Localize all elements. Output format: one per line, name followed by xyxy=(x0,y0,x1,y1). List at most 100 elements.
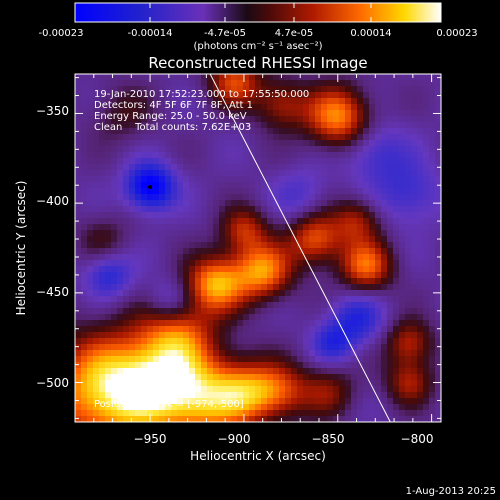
heatmap-cell xyxy=(261,158,268,165)
heatmap-cell xyxy=(381,116,388,123)
heatmap-cell xyxy=(333,122,340,129)
heatmap-cell xyxy=(339,296,346,303)
heatmap-cell xyxy=(165,350,172,357)
heatmap-cell xyxy=(369,212,376,219)
heatmap-cell xyxy=(393,266,400,273)
heatmap-cell xyxy=(345,98,352,105)
heatmap-cell xyxy=(369,368,376,375)
heatmap-cell xyxy=(309,128,316,135)
heatmap-cell xyxy=(315,290,322,297)
heatmap-cell xyxy=(129,284,136,291)
heatmap-cell xyxy=(363,188,370,195)
heatmap-cell xyxy=(345,332,352,339)
heatmap-cell xyxy=(309,320,316,327)
heatmap-cell xyxy=(297,80,304,87)
heatmap-cell xyxy=(255,254,262,261)
heatmap-cell xyxy=(321,314,328,321)
heatmap-cell xyxy=(405,356,412,363)
heatmap-cell xyxy=(207,86,214,93)
heatmap-cell xyxy=(81,338,88,345)
heatmap-cell xyxy=(117,80,124,87)
heatmap-cell xyxy=(321,188,328,195)
heatmap-cell xyxy=(177,278,184,285)
heatmap-cell xyxy=(135,332,142,339)
heatmap-cell xyxy=(195,386,202,393)
heatmap-cell xyxy=(165,344,172,351)
heatmap-cell xyxy=(225,398,232,405)
heatmap-cell xyxy=(81,212,88,219)
heatmap-cell xyxy=(267,176,274,183)
heatmap-cell xyxy=(339,104,346,111)
heatmap-cell xyxy=(417,392,424,399)
heatmap-cell xyxy=(243,146,250,153)
heatmap-cell xyxy=(183,368,190,375)
heatmap-cell xyxy=(225,416,232,422)
heatmap-cell xyxy=(381,140,388,147)
heatmap-cell xyxy=(267,230,274,237)
heatmap-cell xyxy=(273,164,280,171)
heatmap-cell xyxy=(225,80,232,87)
heatmap-cell xyxy=(321,356,328,363)
heatmap-cell xyxy=(135,230,142,237)
heatmap-cell xyxy=(183,302,190,309)
heatmap-cell xyxy=(393,152,400,159)
heatmap-cell xyxy=(207,272,214,279)
heatmap-cell xyxy=(279,254,286,261)
heatmap-cell xyxy=(207,374,214,381)
heatmap-cell xyxy=(93,350,100,357)
heatmap-cell xyxy=(387,146,394,153)
heatmap-cell xyxy=(129,290,136,297)
heatmap-cell xyxy=(231,122,238,129)
heatmap-cell xyxy=(93,242,100,249)
heatmap-cell xyxy=(381,254,388,261)
heatmap-cell xyxy=(93,338,100,345)
heatmap-cell xyxy=(183,152,190,159)
heatmap-cell xyxy=(423,188,430,195)
heatmap-cell xyxy=(303,266,310,273)
heatmap-cell xyxy=(207,140,214,147)
heatmap-cell xyxy=(435,80,441,87)
heatmap-cell xyxy=(81,74,88,81)
heatmap-cell xyxy=(195,254,202,261)
heatmap-cell xyxy=(99,80,106,87)
heatmap-cell xyxy=(405,182,412,189)
heatmap-cell xyxy=(405,164,412,171)
heatmap-cell xyxy=(399,416,406,422)
heatmap-cell xyxy=(387,254,394,261)
heatmap-cell xyxy=(387,296,394,303)
heatmap-cell xyxy=(213,362,220,369)
heatmap-cell xyxy=(105,278,112,285)
heatmap-cell xyxy=(375,386,382,393)
heatmap-cell xyxy=(105,128,112,135)
heatmap-cell xyxy=(123,248,130,255)
heatmap-cell xyxy=(237,254,244,261)
heatmap-cell xyxy=(255,122,262,129)
heatmap-cell xyxy=(105,80,112,87)
heatmap-cell xyxy=(135,164,142,171)
heatmap-cell xyxy=(93,248,100,255)
heatmap-cell xyxy=(129,242,136,249)
heatmap-cell xyxy=(117,368,124,375)
heatmap-cell xyxy=(405,92,412,99)
heatmap-cell xyxy=(75,368,82,375)
heatmap-cell xyxy=(249,410,256,417)
heatmap-cell xyxy=(381,368,388,375)
heatmap-cell xyxy=(183,272,190,279)
heatmap-cell xyxy=(195,272,202,279)
heatmap-cell xyxy=(171,158,178,165)
heatmap-cell xyxy=(147,176,154,183)
heatmap-cell xyxy=(435,392,441,399)
heatmap-cell xyxy=(315,260,322,267)
heatmap-cell xyxy=(411,128,418,135)
heatmap-cell xyxy=(285,206,292,213)
heatmap-cell xyxy=(249,104,256,111)
heatmap-cell xyxy=(405,386,412,393)
heatmap-cell xyxy=(225,104,232,111)
heatmap-cell xyxy=(405,254,412,261)
heatmap-cell xyxy=(171,278,178,285)
heatmap-cell xyxy=(219,266,226,273)
heatmap-cell xyxy=(81,152,88,159)
heatmap-cell xyxy=(333,194,340,201)
heatmap-cell xyxy=(219,386,226,393)
heatmap-cell xyxy=(105,260,112,267)
